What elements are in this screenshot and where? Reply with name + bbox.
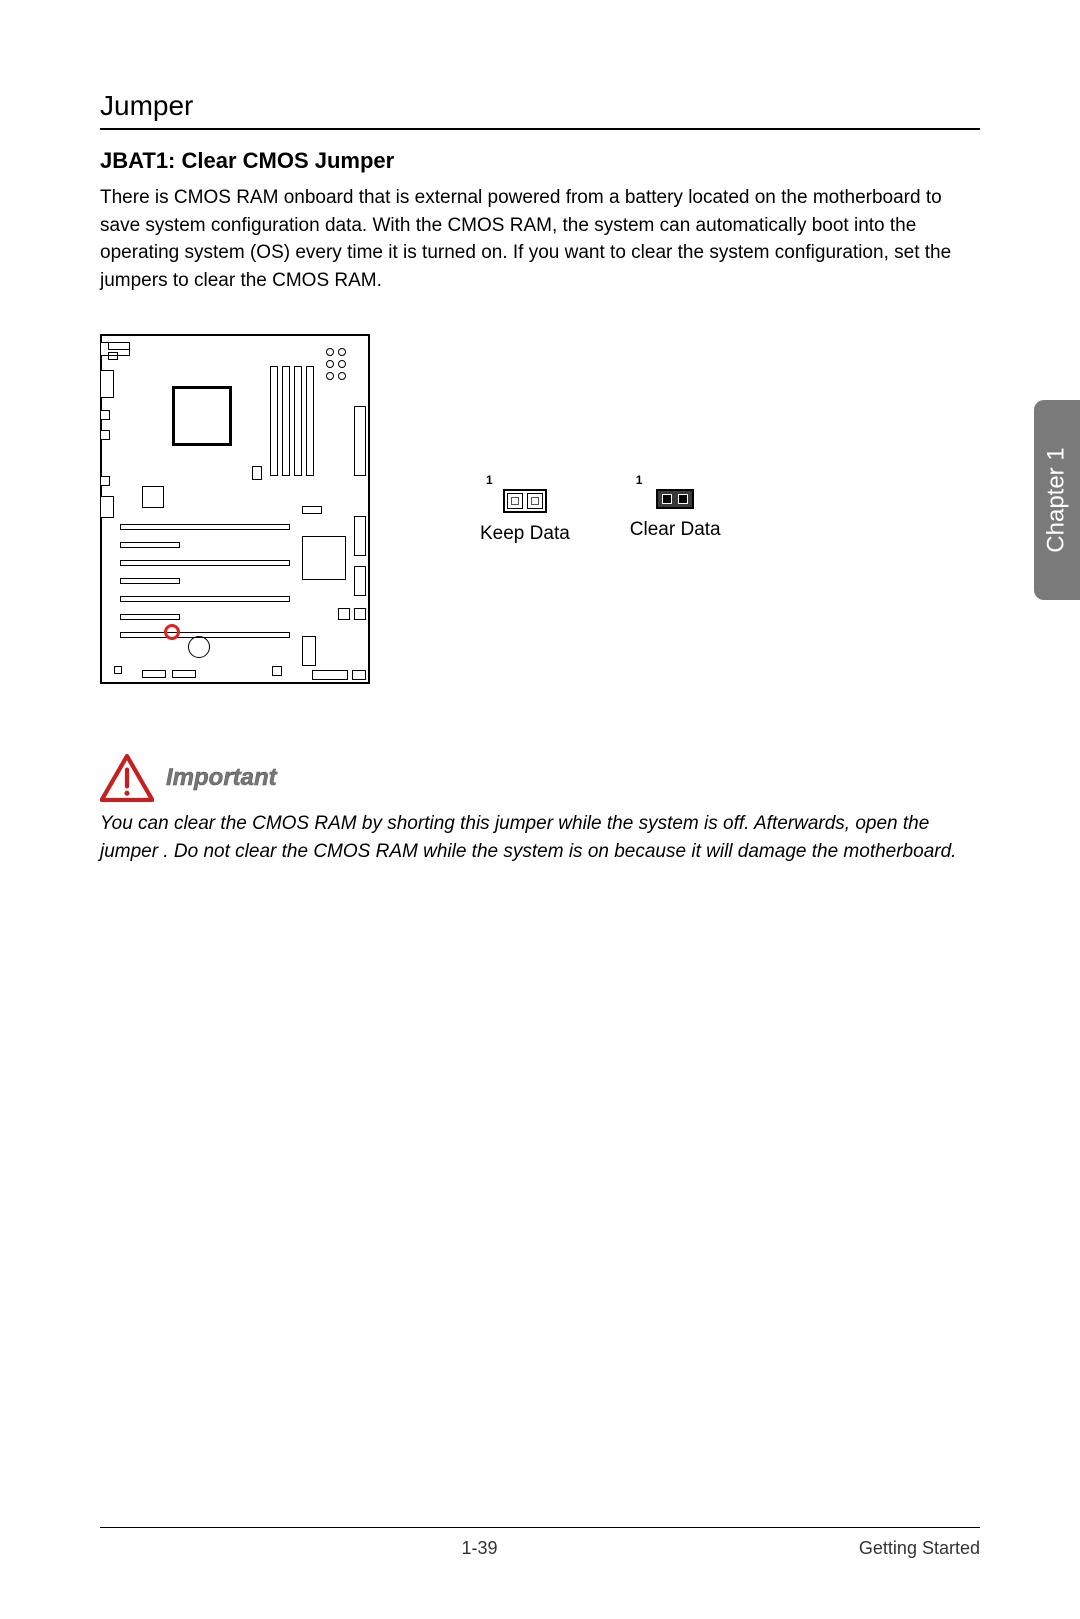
chapter-tab-label: Chapter 1 xyxy=(1043,447,1071,552)
footer-section-name: Getting Started xyxy=(859,1538,980,1559)
motherboard-diagram xyxy=(100,334,370,684)
jumper-states: 1 Keep Data 1 Clear Data xyxy=(480,473,721,545)
pin1-label: 1 xyxy=(636,473,643,487)
warning-triangle-icon xyxy=(100,754,154,802)
diagram-row: 1 Keep Data 1 Clear Data xyxy=(100,334,980,684)
body-paragraph: There is CMOS RAM onboard that is extern… xyxy=(100,184,980,294)
clear-data-label: Clear Data xyxy=(630,519,721,541)
jumper-closed-icon xyxy=(656,489,694,509)
chapter-tab: Chapter 1 xyxy=(1034,400,1080,600)
pin1-label: 1 xyxy=(486,473,493,487)
page-number: 1-39 xyxy=(100,1538,859,1559)
important-callout: Important You can clear the CMOS RAM by … xyxy=(100,754,980,865)
important-text: You can clear the CMOS RAM by shorting t… xyxy=(100,810,980,865)
page-footer: 1-39 Getting Started xyxy=(100,1527,980,1559)
subsection-title: JBAT1: Clear CMOS Jumper xyxy=(100,148,980,174)
keep-data-label: Keep Data xyxy=(480,523,570,545)
jumper-keep-data: 1 Keep Data xyxy=(480,473,570,545)
page: Jumper JBAT1: Clear CMOS Jumper There is… xyxy=(0,0,1080,1619)
important-label: Important xyxy=(166,764,277,792)
section-title: Jumper xyxy=(100,90,980,130)
jumper-clear-data: 1 Clear Data xyxy=(630,473,721,545)
jumper-open-icon xyxy=(503,489,547,513)
